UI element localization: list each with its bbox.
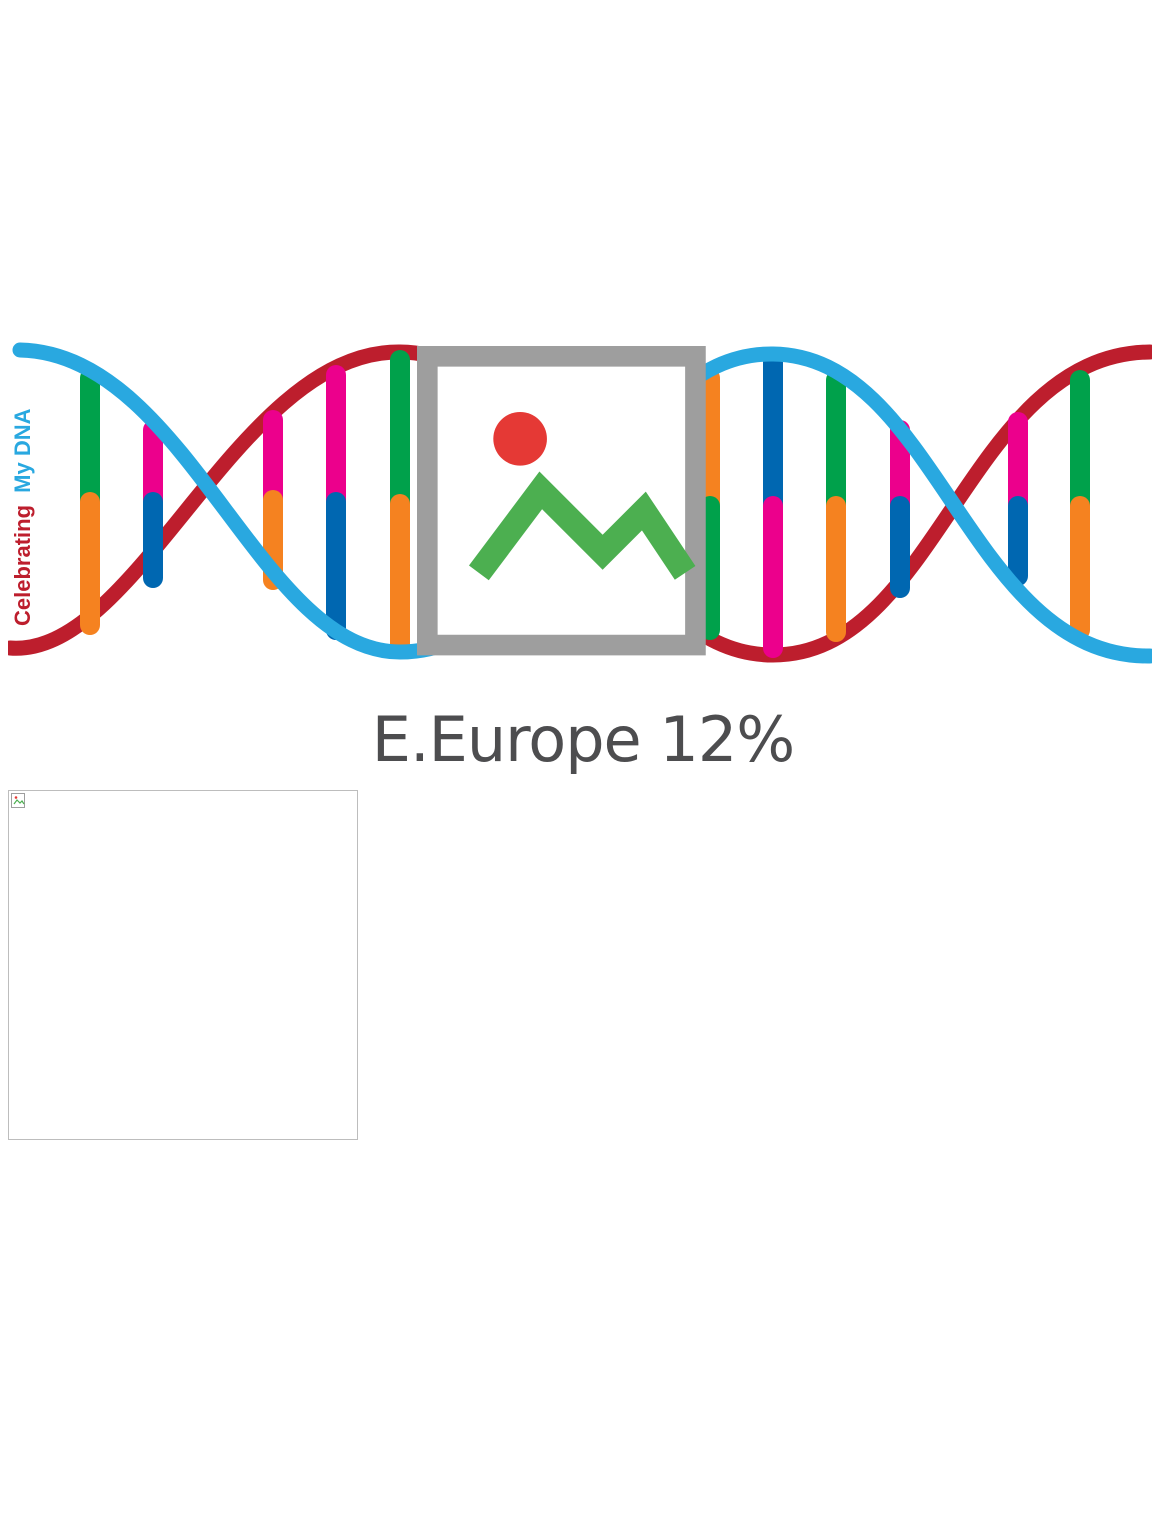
- broken-image-icon: [10, 346, 706, 656]
- svg-text:Celebrating My DNA: Celebrating My DNA: [10, 408, 35, 626]
- banner-title-part1: Celebrating: [10, 505, 35, 626]
- banner-title: Celebrating My DNA: [8, 376, 38, 636]
- banner-title-part2: My DNA: [10, 408, 35, 492]
- dna-banner: Celebrating My DNA: [8, 340, 1152, 670]
- broken-image-icon: [11, 793, 27, 809]
- photo-placeholder: [8, 790, 358, 1140]
- region-percentage-caption: E.Europe 12%: [371, 703, 795, 776]
